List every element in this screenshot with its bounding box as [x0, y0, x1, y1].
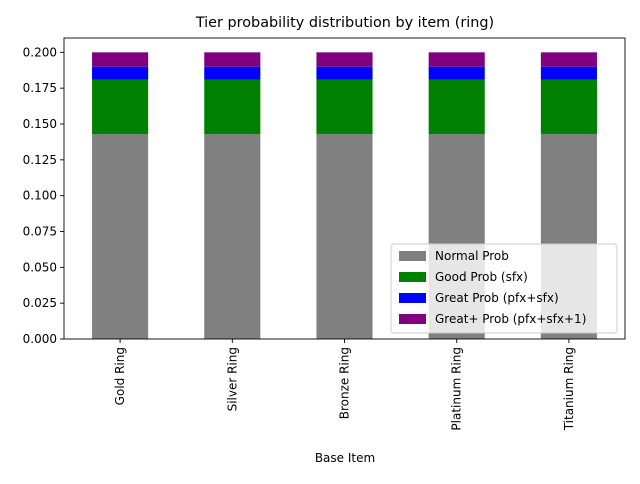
chart-title: Tier probability distribution by item (r…: [195, 15, 494, 31]
bar-segment-4-1: [540, 79, 597, 135]
y-tick-label: 0.150: [23, 117, 57, 131]
legend-swatch: [399, 272, 426, 282]
legend-box: [390, 243, 618, 334]
bar-segment-4-2: [540, 66, 597, 80]
legend-label: Great+ Prob (pfx+sfx+1): [435, 312, 586, 326]
bar-segment-0-0: [92, 134, 149, 339]
y-tick-label: 0.175: [23, 81, 57, 95]
y-tick-label: 0.025: [23, 296, 57, 310]
bar-segment-4-3: [540, 52, 597, 67]
legend-label: Good Prob (sfx): [435, 270, 528, 284]
legend-label: Great Prob (pfx+sfx): [435, 291, 559, 305]
bar-segment-0-3: [92, 52, 149, 67]
legend: Normal Prob Good Prob (sfx) Great Prob (pf…: [390, 243, 618, 334]
legend-swatch: [399, 314, 426, 324]
y-tick-label: 0.200: [23, 45, 57, 59]
bar-segment-3-2: [428, 66, 485, 80]
y-tick-label: 0.125: [23, 153, 57, 167]
bar-segment-2-1: [316, 79, 373, 135]
legend-swatch: [399, 251, 426, 261]
bar-segment-2-2: [316, 66, 373, 80]
bar-segment-3-3: [428, 52, 485, 67]
bar-segment-3-1: [428, 79, 485, 135]
x-tick-label: Bronze Ring: [338, 347, 352, 419]
axes-group: 0.000 0.025 0.050 0.075 0.100 0.125 0.150 0.175…: [23, 37, 626, 431]
legend-label: Normal Prob: [435, 249, 509, 263]
bar-segment-1-0: [204, 134, 261, 339]
bar-segment-0-2: [92, 66, 149, 80]
bar-segment-1-2: [204, 66, 261, 80]
bar-segment-1-1: [204, 79, 261, 135]
y-tick-label: 0.000: [23, 332, 57, 346]
y-tick-label: 0.075: [23, 225, 57, 239]
bar-segment-1-3: [204, 52, 261, 67]
bar-segment-0-1: [92, 79, 149, 135]
bar-segment-2-0: [316, 134, 373, 339]
x-tick-label: Silver Ring: [225, 347, 239, 411]
bar-segment-2-3: [316, 52, 373, 67]
x-tick-label: Platinum Ring: [450, 347, 464, 431]
y-tick-label: 0.100: [23, 189, 57, 203]
x-tick-label: Gold Ring: [113, 347, 127, 405]
y-tick-label: 0.050: [23, 260, 57, 274]
legend-swatch: [399, 293, 426, 303]
x-tick-label: Titanium Ring: [562, 347, 576, 431]
x-axis-label: Base Item: [315, 451, 375, 465]
